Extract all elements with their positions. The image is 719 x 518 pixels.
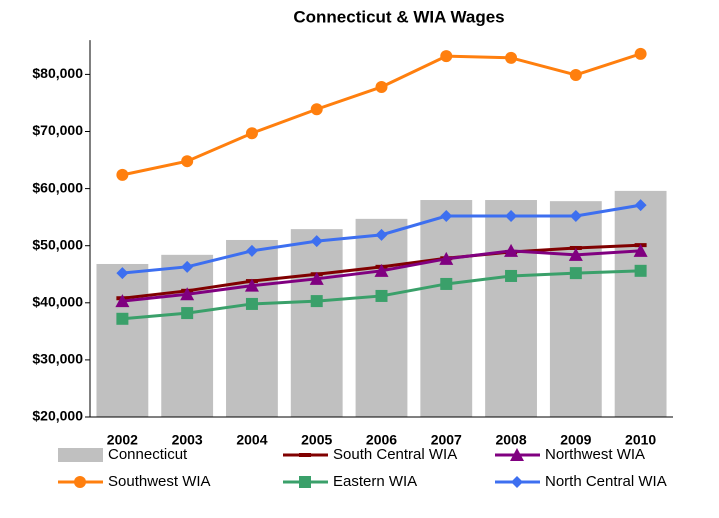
x-tick-label: 2010 <box>625 432 656 448</box>
bar <box>614 190 667 417</box>
legend-label: North Central WIA <box>545 473 667 490</box>
marker <box>180 287 195 301</box>
chart-title: Connecticut & WIA Wages <box>293 7 504 26</box>
bar <box>226 239 278 417</box>
marker <box>569 210 582 223</box>
marker <box>568 247 583 261</box>
bar <box>355 218 408 417</box>
marker <box>310 103 323 116</box>
x-tick-label: 2008 <box>495 432 526 448</box>
line <box>122 52 642 177</box>
y-tick-label: $40,000 <box>32 294 83 310</box>
x-tick-label: 2002 <box>107 432 138 448</box>
marker <box>505 51 518 64</box>
legend-label: Northwest WIA <box>545 446 645 463</box>
marker <box>310 295 323 308</box>
x-tick-label: 2003 <box>172 432 203 448</box>
marker <box>511 476 523 488</box>
marker <box>310 235 323 248</box>
marker <box>505 210 518 223</box>
legend-swatch <box>58 448 103 462</box>
marker <box>569 68 582 81</box>
marker <box>74 476 86 488</box>
bar <box>96 263 149 417</box>
marker <box>245 127 258 140</box>
marker <box>505 269 518 282</box>
marker <box>116 267 129 280</box>
y-tick-label: $80,000 <box>32 65 83 81</box>
marker <box>569 267 582 280</box>
legend-label: Southwest WIA <box>108 473 211 490</box>
marker <box>116 168 129 181</box>
marker <box>181 307 194 320</box>
x-tick-label: 2006 <box>366 432 397 448</box>
bar <box>290 229 343 417</box>
marker <box>510 448 524 461</box>
bar <box>549 201 602 417</box>
marker <box>116 312 129 325</box>
marker <box>245 297 258 310</box>
bar <box>485 200 537 417</box>
marker <box>375 289 388 302</box>
marker <box>299 453 311 457</box>
marker <box>439 251 454 265</box>
marker <box>245 244 258 257</box>
x-tick-label: 2007 <box>431 432 462 448</box>
marker <box>299 476 311 488</box>
marker <box>440 50 453 63</box>
marker <box>374 263 389 277</box>
marker <box>309 271 324 285</box>
marker <box>375 80 388 93</box>
marker <box>633 243 648 257</box>
y-tick-label: $60,000 <box>32 179 83 195</box>
y-tick-label: $50,000 <box>32 236 83 252</box>
marker <box>375 228 388 241</box>
marker <box>634 199 647 212</box>
marker <box>440 277 453 290</box>
y-tick-label: $70,000 <box>32 122 83 138</box>
legend-label: South Central WIA <box>333 446 457 463</box>
marker <box>634 264 647 277</box>
marker <box>181 260 194 273</box>
y-tick-label: $20,000 <box>32 408 83 424</box>
marker <box>440 210 453 223</box>
legend-label: Eastern WIA <box>333 473 417 490</box>
x-tick-label: 2004 <box>236 432 267 448</box>
marker <box>244 278 259 292</box>
x-tick-label: 2005 <box>301 432 332 448</box>
bar <box>420 200 473 417</box>
marker <box>115 294 130 308</box>
marker <box>181 155 194 168</box>
bar <box>161 254 214 417</box>
marker <box>504 243 519 257</box>
marker <box>634 47 647 60</box>
y-tick-label: $30,000 <box>32 351 83 367</box>
x-tick-label: 2009 <box>560 432 591 448</box>
legend-label: Connecticut <box>108 446 188 463</box>
